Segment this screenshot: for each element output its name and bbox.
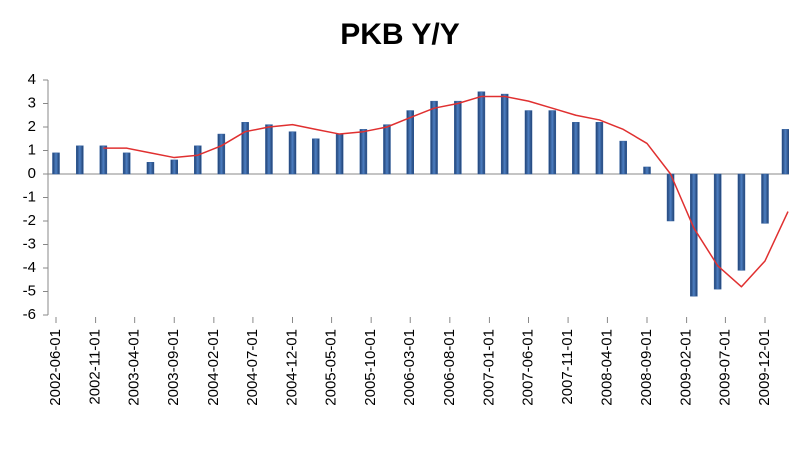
bar (477, 91, 486, 175)
x-tick-label: 2004-02-01 (205, 329, 222, 406)
x-tick-label: 2007-06-01 (519, 329, 536, 406)
x-tick-label: 2005-10-01 (362, 329, 379, 406)
bar (595, 122, 604, 175)
bar (572, 122, 580, 175)
x-tick-label: 2004-07-01 (244, 329, 261, 406)
bar (713, 173, 722, 290)
x-tick-label: 2002-06-01 (47, 329, 64, 406)
bar (52, 152, 60, 175)
x-tick-label: 2007-01-01 (480, 329, 497, 406)
y-tick-label: -4 (23, 259, 36, 276)
x-tick-label: 2008-04-01 (598, 329, 615, 406)
x-tick-label: 2009-12-01 (756, 329, 773, 406)
bar (761, 173, 769, 224)
bar (170, 159, 179, 175)
x-tick-label: 2009-07-01 (716, 329, 733, 406)
bar (194, 145, 202, 175)
bar (76, 145, 84, 175)
bar (524, 110, 533, 175)
x-tick-label: 2004-12-01 (283, 329, 300, 406)
bar (690, 173, 698, 297)
y-tick-label: 0 (28, 165, 36, 182)
x-tick-label: 2006-03-01 (401, 329, 418, 406)
bar (548, 110, 557, 175)
bar (619, 140, 627, 175)
bar (217, 133, 226, 175)
x-tick-label: 2005-05-01 (323, 329, 340, 406)
bar (500, 93, 509, 175)
x-tick-label: 2009-02-01 (678, 329, 695, 406)
bar (146, 162, 155, 175)
y-tick-label: 1 (28, 141, 36, 158)
y-tick-label: -6 (23, 306, 36, 323)
bar (643, 166, 651, 175)
bar (265, 124, 273, 175)
chart-title: PKB Y/Y (340, 18, 460, 51)
x-tick-label: 2008-09-01 (638, 329, 655, 406)
x-tick-label: 2003-04-01 (126, 329, 143, 406)
bar (406, 110, 414, 175)
x-tick-label: 2006-08-01 (441, 329, 458, 406)
x-tick-label: 2007-11-01 (559, 329, 576, 405)
y-tick-label: -1 (23, 188, 36, 205)
bar (99, 145, 108, 175)
bar (737, 173, 746, 271)
y-tick-label: -3 (23, 235, 36, 252)
bar (312, 138, 320, 175)
y-tick-label: 2 (28, 118, 36, 135)
bar (359, 129, 368, 175)
bar (241, 122, 249, 175)
bar (430, 100, 438, 175)
bar (781, 129, 789, 175)
y-tick-label: 3 (28, 94, 36, 111)
bar (122, 152, 131, 175)
x-tick-label: 2003-09-01 (165, 329, 182, 406)
x-tick-label: 2002-11-01 (87, 329, 104, 405)
y-tick-label: 4 (28, 71, 36, 88)
bar (288, 131, 297, 175)
bar (454, 100, 462, 175)
y-tick-label: -5 (23, 282, 36, 299)
trend-line (103, 95, 789, 288)
bar (335, 133, 344, 175)
y-tick-label: -2 (23, 212, 36, 229)
bar (383, 124, 391, 175)
